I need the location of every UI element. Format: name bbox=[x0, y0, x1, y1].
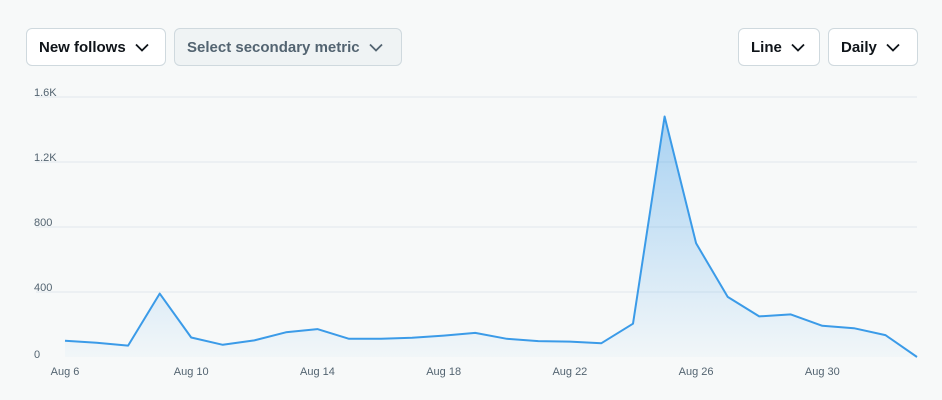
area-fill bbox=[65, 116, 917, 357]
interval-label: Daily bbox=[841, 38, 877, 56]
y-tick-label: 1.2K bbox=[34, 152, 57, 164]
y-tick-label: 400 bbox=[34, 282, 52, 294]
secondary-metric-dropdown[interactable]: Select secondary metric bbox=[174, 28, 402, 66]
secondary-metric-label: Select secondary metric bbox=[187, 38, 360, 56]
series-line-new-follows[interactable] bbox=[64, 115, 918, 358]
x-tick-label: Aug 30 bbox=[805, 366, 840, 378]
y-tick-label: 800 bbox=[34, 217, 52, 229]
x-axis-labels: Aug 6 Aug 10 Aug 14 Aug 18 Aug 22 Aug 26 Aug 3… bbox=[51, 366, 840, 378]
chevron-down-icon bbox=[886, 43, 900, 52]
x-tick-label: Aug 6 bbox=[51, 366, 80, 378]
x-tick-label: Aug 18 bbox=[426, 366, 461, 378]
interval-dropdown[interactable]: Daily bbox=[828, 28, 918, 66]
x-tick-label: Aug 10 bbox=[174, 366, 209, 378]
primary-metric-dropdown[interactable]: New follows bbox=[26, 28, 166, 66]
grid-lines bbox=[36, 96, 917, 293]
primary-metric-label: New follows bbox=[39, 38, 126, 56]
y-tick-label: 0 bbox=[34, 349, 40, 361]
x-tick-label: Aug 22 bbox=[552, 366, 587, 378]
x-tick-label: Aug 14 bbox=[300, 366, 335, 378]
chart-type-label: Line bbox=[751, 38, 782, 56]
x-tick-label: Aug 26 bbox=[679, 366, 714, 378]
chevron-down-icon bbox=[135, 43, 149, 52]
y-axis-labels: 0 400 800 1.2K 1.6K bbox=[34, 87, 57, 361]
chevron-down-icon bbox=[791, 43, 805, 52]
y-tick-label: 1.6K bbox=[34, 87, 57, 99]
chart-type-dropdown[interactable]: Line bbox=[738, 28, 820, 66]
chevron-down-icon bbox=[368, 43, 383, 52]
